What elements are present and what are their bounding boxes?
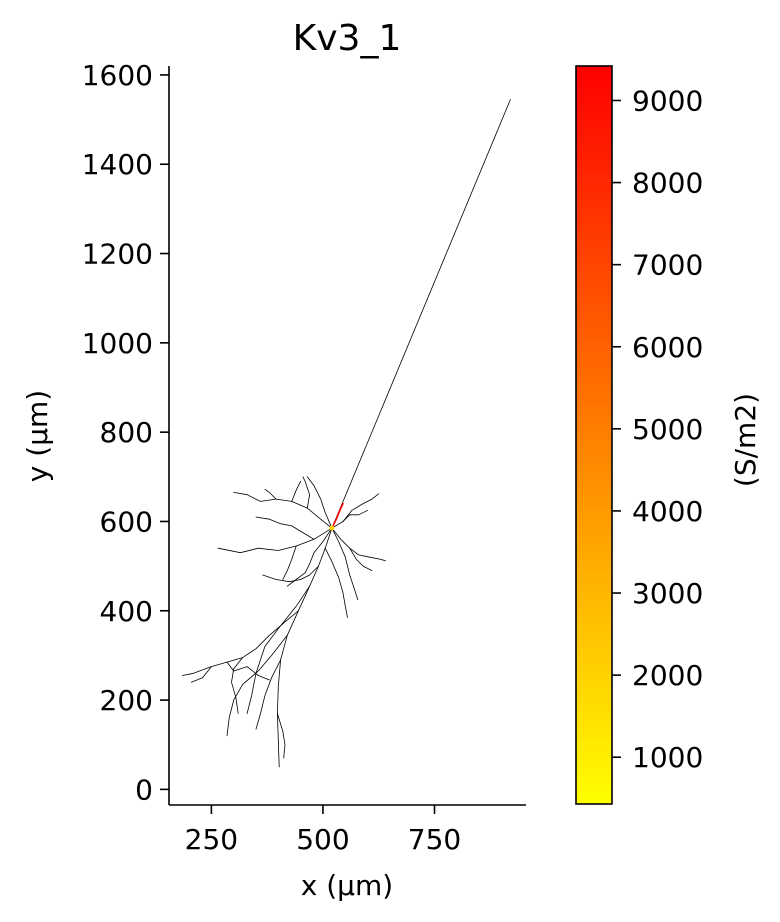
morphology-layer <box>182 99 511 768</box>
segment-basal-15 <box>291 480 301 502</box>
colorbar: 1000 2000 3000 4000 5000 6000 7000 8000 9000 <box>575 65 703 805</box>
y-tick-label: 800 <box>100 416 153 449</box>
soma-marker <box>329 525 335 531</box>
segment-basal-6 <box>331 527 359 600</box>
segment-apical-branch-7 <box>277 713 286 759</box>
colorbar-tick-label: 2000 <box>632 659 703 692</box>
y-tick-label: 1600 <box>82 59 153 92</box>
y-tick-label: 400 <box>100 595 153 628</box>
y-tick-label: 600 <box>100 505 153 538</box>
segment-axon <box>331 99 511 529</box>
y-tick-label: 200 <box>100 684 153 717</box>
x-tick-label: 250 <box>185 823 238 856</box>
y-tick-label: 1400 <box>82 148 153 181</box>
segment-basal-8 <box>324 547 348 618</box>
y-ticks: 0 200 400 600 800 1000 1200 1400 1600 <box>82 59 169 806</box>
segment-basal-1 <box>217 527 333 554</box>
segment-basal-16 <box>264 488 277 500</box>
colorbar-label: (S/m2) <box>729 393 762 487</box>
y-tick-label: 1200 <box>82 238 153 271</box>
colorbar-tick-label: 9000 <box>632 84 703 117</box>
segment-basal-9 <box>255 516 315 540</box>
y-tick-label: 0 <box>135 773 153 806</box>
segment-basal-13 <box>349 547 373 571</box>
colorbar-tick-label: 6000 <box>632 331 703 364</box>
segment-apical-branch-4 <box>231 657 243 714</box>
colorbar-tick-label: 4000 <box>632 495 703 528</box>
segment-apical-trunk <box>277 527 333 768</box>
x-ticks: 250 500 750 <box>185 805 461 856</box>
segment-basal-10 <box>262 565 319 583</box>
colorbar-tick-label: 7000 <box>632 249 703 282</box>
colorbar-gradient <box>575 65 613 805</box>
segment-basal-4 <box>331 527 386 562</box>
segment-apical-branch-6 <box>190 666 212 683</box>
colorbar-tick-label: 3000 <box>632 577 703 610</box>
x-tick-label: 500 <box>296 823 349 856</box>
y-tick-label: 1000 <box>82 327 153 360</box>
segment-basal-5 <box>331 493 380 529</box>
segment-basal-11 <box>282 545 297 580</box>
colorbar-ticks: 1000 2000 3000 4000 5000 6000 7000 8000 9000 <box>612 84 703 774</box>
colorbar-tick-label: 1000 <box>632 741 703 774</box>
colorbar-tick-label: 8000 <box>632 167 703 200</box>
segment-basal-2 <box>233 492 333 529</box>
segment-apical-branch-2 <box>246 585 310 714</box>
segment-basal-3 <box>306 476 333 529</box>
x-axis-label: x (μm) <box>301 869 393 902</box>
segment-apical-branch-5 <box>255 659 281 730</box>
plot-area: 250 500 750 0 200 400 600 800 1000 1200 1400 1600 <box>82 59 526 856</box>
segment-basal-14 <box>342 509 368 522</box>
y-axis-label: y (μm) <box>21 390 54 482</box>
segment-basal-12 <box>302 476 310 509</box>
colorbar-tick-label: 5000 <box>632 413 703 446</box>
segment-apical-branch-3 <box>226 634 288 737</box>
chart-title: Kv3_1 <box>293 18 402 59</box>
segment-basal-7 <box>286 527 333 587</box>
segment-axon-initial-segment <box>331 502 344 529</box>
segment-apical-branch-8 <box>226 661 270 681</box>
x-tick-label: 750 <box>408 823 461 856</box>
